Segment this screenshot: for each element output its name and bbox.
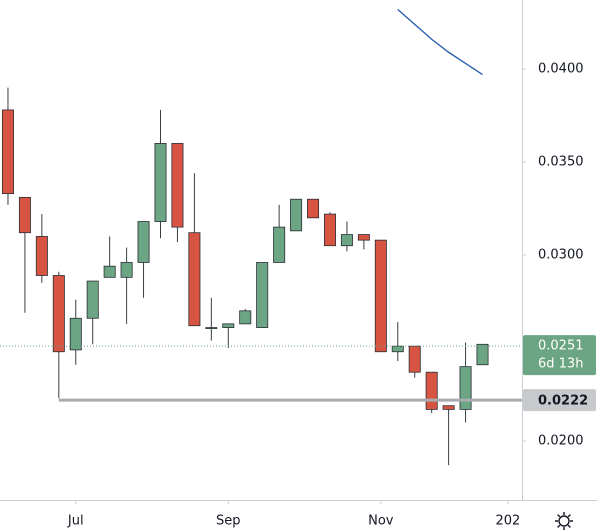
candle-body — [103, 265, 116, 278]
candle-body — [425, 371, 438, 410]
horizontal-line-label: 0.0222 — [538, 394, 588, 409]
candle-body — [442, 405, 455, 410]
moving-average-line — [397, 8, 483, 76]
candle-body — [188, 232, 201, 327]
x-tick-label: Sep — [216, 514, 241, 529]
candle-body — [408, 345, 421, 373]
candle-body — [18, 196, 31, 234]
settings-icon[interactable] — [555, 512, 573, 530]
candle-body — [357, 234, 370, 241]
candle-body — [205, 327, 218, 329]
candle-body — [256, 262, 269, 328]
x-tick-label: Jul — [67, 514, 84, 529]
y-tick-label: 0.0350 — [538, 155, 584, 170]
candle-body — [154, 143, 167, 222]
horizontal-line-label-bg — [523, 389, 596, 412]
candle-body — [290, 198, 303, 232]
candle-body — [120, 262, 133, 278]
candle-body — [52, 275, 65, 353]
candle-body — [86, 280, 99, 319]
candle-body — [323, 213, 336, 247]
y-tick-label: 0.0300 — [538, 248, 584, 263]
y-tick-label: 0.0200 — [538, 434, 584, 449]
countdown-label: 6d 13h — [538, 357, 583, 372]
candle-body — [222, 323, 235, 328]
candle-body — [35, 236, 48, 276]
y-tick-label: 0.0400 — [538, 62, 584, 77]
candle-body — [239, 310, 252, 325]
candle-body — [1, 109, 14, 195]
candle-body — [273, 226, 286, 263]
plot-area — [0, 8, 522, 466]
candle-body — [459, 366, 472, 410]
candle-body — [391, 345, 404, 353]
x-tick-label: 202 — [496, 514, 521, 529]
candle-body — [307, 198, 320, 219]
candle-body — [374, 239, 387, 353]
candle-body — [476, 343, 489, 366]
candle-body — [340, 234, 353, 247]
candle-body — [171, 143, 184, 228]
x-tick-label: Nov — [368, 514, 394, 529]
candle-body — [137, 221, 150, 263]
candle-body — [69, 317, 82, 351]
last-price-label: 0.0251 — [538, 339, 584, 354]
last-price-label-bg — [523, 335, 596, 376]
